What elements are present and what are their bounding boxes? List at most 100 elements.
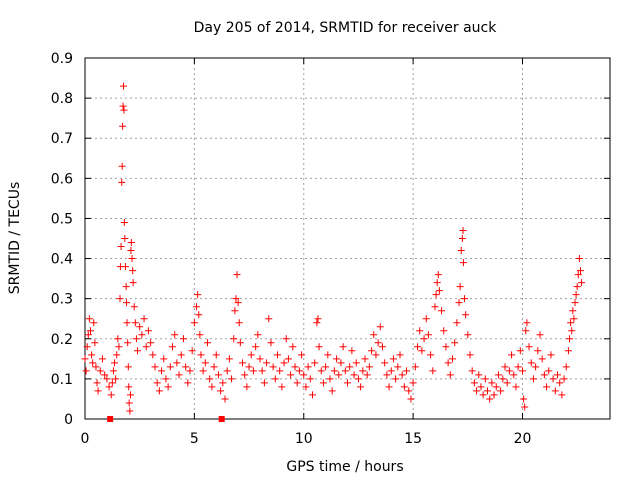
data-point	[566, 335, 574, 343]
data-point	[228, 375, 236, 383]
data-point	[381, 359, 389, 367]
data-point	[231, 307, 239, 315]
data-point	[444, 359, 452, 367]
y-tick-label: 0.2	[51, 332, 73, 348]
data-point	[499, 375, 507, 383]
data-point	[114, 335, 122, 343]
data-point	[575, 255, 583, 263]
data-point	[376, 323, 384, 331]
data-point	[387, 367, 395, 375]
data-point	[284, 355, 292, 363]
data-point	[422, 315, 430, 323]
data-point	[407, 395, 415, 403]
data-point	[304, 363, 312, 371]
data-point	[119, 102, 127, 110]
data-point	[120, 218, 128, 226]
data-point	[315, 343, 323, 351]
x-tick-labels: 0 5 10 15 20	[81, 431, 532, 447]
data-point	[188, 347, 196, 355]
x-tick-label: 20	[514, 431, 532, 447]
data-point	[453, 319, 461, 327]
data-point	[330, 367, 338, 375]
data-point	[505, 367, 513, 375]
data-point	[466, 351, 474, 359]
data-point	[547, 351, 555, 359]
data-point	[549, 375, 557, 383]
data-point	[344, 379, 351, 387]
data-point	[295, 367, 303, 375]
data-point	[569, 307, 577, 315]
data-point	[111, 359, 119, 367]
data-point	[568, 327, 576, 335]
data-point	[278, 383, 286, 391]
data-point	[400, 383, 408, 391]
data-point	[365, 363, 373, 371]
data-point	[115, 343, 123, 351]
data-point	[317, 367, 325, 375]
data-point	[103, 375, 111, 383]
data-point	[352, 359, 360, 367]
data-point	[503, 379, 511, 387]
data-point	[201, 359, 209, 367]
data-point	[120, 82, 127, 90]
data-point	[314, 315, 322, 323]
data-point	[234, 299, 242, 307]
data-point	[149, 351, 157, 359]
data-point	[123, 299, 131, 307]
data-point	[86, 327, 94, 335]
data-point	[85, 315, 93, 323]
data-point	[233, 271, 241, 279]
data-point	[131, 319, 139, 327]
data-point	[293, 379, 301, 387]
data-point	[107, 391, 115, 399]
data-point	[473, 387, 481, 395]
data-point	[125, 383, 133, 391]
data-point	[194, 291, 202, 299]
data-point	[534, 347, 542, 355]
data-point	[564, 347, 572, 355]
data-point	[484, 387, 491, 395]
data-point	[556, 379, 564, 387]
data-point	[322, 363, 330, 371]
data-point	[125, 399, 133, 407]
data-point	[129, 279, 137, 287]
data-point	[435, 287, 443, 295]
data-point	[83, 343, 91, 351]
data-point	[438, 307, 446, 315]
data-point	[265, 315, 273, 323]
data-point	[249, 367, 257, 375]
data-point	[243, 383, 251, 391]
data-point	[420, 335, 428, 343]
data-point	[112, 375, 120, 383]
data-point	[232, 295, 240, 303]
data-point	[538, 355, 546, 363]
data-point	[138, 331, 146, 339]
data-point	[363, 371, 371, 379]
data-point	[409, 379, 417, 387]
data-point	[357, 383, 365, 391]
data-point	[341, 367, 349, 375]
data-point	[434, 271, 442, 279]
data-point	[527, 359, 535, 367]
data-point	[302, 383, 310, 391]
y-tick-label: 0.3	[51, 292, 73, 308]
grid-lines	[85, 58, 610, 419]
data-point	[186, 367, 194, 375]
data-point	[424, 331, 432, 339]
data-point	[121, 235, 129, 242]
data-point	[116, 295, 124, 303]
data-point	[118, 162, 126, 170]
data-point	[90, 319, 98, 327]
data-point	[99, 355, 106, 363]
data-point	[124, 363, 132, 371]
data-point	[306, 375, 314, 383]
data-point	[416, 327, 424, 335]
data-point	[140, 315, 148, 323]
data-point	[136, 323, 144, 331]
data-point	[405, 387, 413, 395]
x-tick-label: 10	[295, 431, 313, 447]
data-point	[459, 259, 467, 267]
data-point	[532, 363, 540, 371]
